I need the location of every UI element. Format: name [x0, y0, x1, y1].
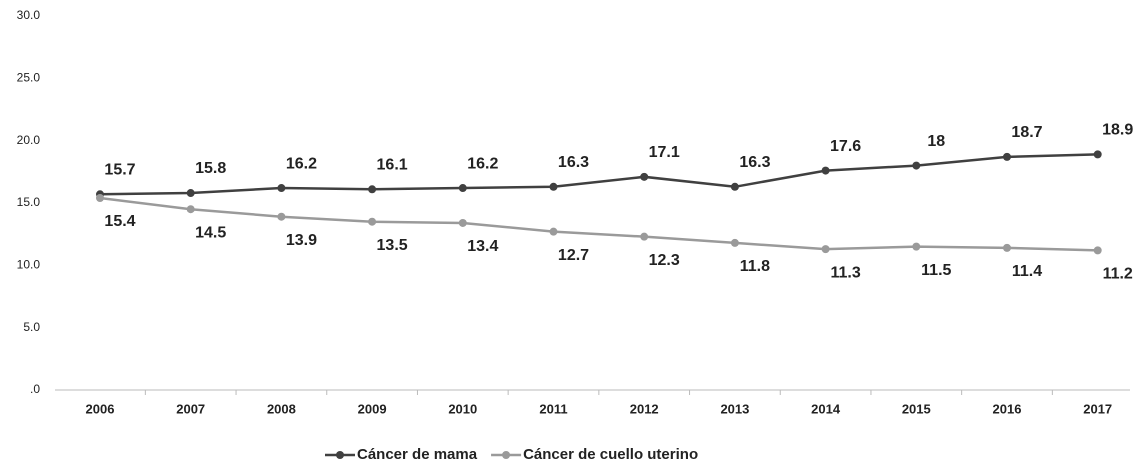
- x-tick-label: 2012: [630, 401, 659, 416]
- x-tick-label: 2016: [993, 401, 1022, 416]
- x-tick-label: 2007: [176, 401, 205, 416]
- data-label: 13.5: [377, 237, 408, 254]
- point: [549, 182, 558, 191]
- data-label: 17.6: [830, 138, 861, 155]
- data-label: 16.3: [558, 154, 589, 171]
- data-label: 15.7: [104, 161, 135, 178]
- y-tick-label: 30.0: [17, 8, 41, 22]
- point: [368, 185, 377, 194]
- point: [640, 172, 649, 181]
- data-label: 16.3: [739, 154, 770, 171]
- point: [277, 184, 286, 193]
- point: [186, 205, 195, 214]
- data-label: 18.7: [1011, 124, 1042, 141]
- point: [912, 242, 921, 251]
- point: [96, 194, 104, 203]
- x-tick-label: 2008: [267, 401, 296, 416]
- data-label: 14.5: [195, 224, 226, 241]
- y-tick-label: 25.0: [17, 71, 41, 85]
- y-tick-label: 5.0: [23, 320, 40, 334]
- data-label: 15.8: [195, 160, 226, 177]
- data-label: 11.5: [921, 262, 951, 279]
- x-tick-label: 2013: [720, 401, 749, 416]
- series-line: [99, 196, 1098, 252]
- data-label: 11.4: [1012, 263, 1042, 280]
- data-label: 16.1: [377, 157, 408, 174]
- legend-label: Cáncer de cuello uterino: [523, 446, 698, 463]
- point: [458, 218, 467, 227]
- series-line: [99, 153, 1098, 196]
- legend-marker: [502, 451, 511, 459]
- point: [821, 245, 830, 254]
- x-tick-label: 2006: [86, 401, 115, 416]
- point: [640, 232, 649, 241]
- data-label: 17.1: [649, 144, 680, 161]
- x-tick-label: 2009: [358, 401, 387, 416]
- data-label: 13.9: [286, 232, 317, 249]
- data-label: 11.3: [830, 264, 860, 281]
- data-label: 11.2: [1103, 266, 1133, 283]
- x-tick-label: 2017: [1083, 401, 1112, 416]
- data-label: 11.8: [740, 258, 770, 275]
- data-label: 18.9: [1102, 122, 1133, 139]
- y-tick-label: .0: [30, 382, 40, 396]
- x-tick-label: 2011: [539, 401, 567, 416]
- point: [1003, 243, 1011, 252]
- point: [458, 184, 467, 193]
- legend-label: Cáncer de mama: [357, 446, 478, 463]
- point: [1093, 246, 1102, 255]
- point: [730, 182, 739, 191]
- y-tick-label: 15.0: [17, 195, 41, 209]
- data-label: 16.2: [467, 155, 498, 172]
- data-label: 13.4: [467, 238, 498, 255]
- point: [821, 166, 830, 175]
- data-label: 12.3: [649, 252, 680, 269]
- data-label: 12.7: [558, 247, 589, 264]
- point: [277, 212, 286, 221]
- point: [1003, 152, 1011, 161]
- point: [549, 227, 558, 236]
- data-label: 16.2: [286, 155, 317, 172]
- y-tick-label: 10.0: [17, 258, 41, 272]
- x-tick-label: 2015: [902, 401, 931, 416]
- point: [186, 189, 195, 198]
- data-label: 18: [927, 133, 945, 150]
- legend-marker: [336, 451, 344, 459]
- y-tick-label: 20.0: [17, 133, 41, 147]
- point: [912, 161, 921, 170]
- point: [730, 238, 739, 247]
- point: [1093, 150, 1102, 159]
- data-label: 15.4: [104, 213, 135, 230]
- x-tick-label: 2014: [811, 401, 841, 416]
- x-tick-label: 2010: [448, 401, 477, 416]
- point: [368, 217, 377, 226]
